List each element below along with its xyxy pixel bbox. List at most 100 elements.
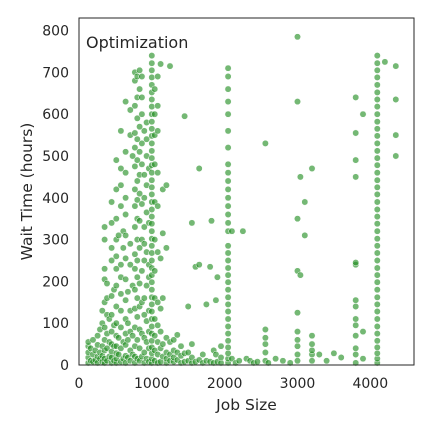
scatter-point xyxy=(136,190,144,198)
scatter-point xyxy=(117,323,125,331)
scatter-point xyxy=(94,332,102,340)
scatter-point xyxy=(224,337,232,345)
scatter-point xyxy=(224,202,232,210)
scatter-point xyxy=(373,343,381,351)
scatter-point xyxy=(126,106,134,114)
scatter-point xyxy=(224,315,232,323)
scatter-point xyxy=(202,300,210,308)
scatter-point xyxy=(133,313,141,321)
scatter-point xyxy=(352,259,360,267)
scatter-point xyxy=(373,242,381,250)
scatter-point xyxy=(373,161,381,169)
scatter-point xyxy=(308,346,316,354)
scatter-point xyxy=(129,332,137,340)
scatter-point xyxy=(224,73,232,80)
scatter-point xyxy=(138,110,146,118)
scatter-point xyxy=(159,229,167,237)
scatter-point xyxy=(108,311,116,319)
scatter-point xyxy=(154,202,162,210)
scatter-point xyxy=(373,154,381,162)
scatter-point xyxy=(131,162,139,170)
scatter-point xyxy=(224,249,232,257)
chart-title: Optimization xyxy=(86,33,188,52)
scatter-point xyxy=(136,217,144,225)
scatter-point xyxy=(133,273,141,281)
scatter-point xyxy=(323,357,331,365)
scatter-point xyxy=(294,336,301,344)
scatter-point xyxy=(301,231,309,239)
x-tick-label: 2000 xyxy=(207,376,243,392)
scatter-point xyxy=(352,359,360,367)
scatter-point xyxy=(103,280,111,287)
scatter-point xyxy=(108,244,116,252)
scatter-point xyxy=(294,328,301,336)
scatter-point xyxy=(140,127,148,135)
scatter-point xyxy=(261,139,269,147)
scatter-point xyxy=(373,132,381,140)
scatter-point xyxy=(101,265,109,273)
scatter-point xyxy=(173,331,181,339)
scatter-point xyxy=(112,265,120,273)
scatter-point xyxy=(122,275,130,283)
scatter-point xyxy=(359,355,367,363)
scatter-point xyxy=(296,271,304,279)
scatter-point xyxy=(133,177,141,185)
scatter-point xyxy=(373,52,381,60)
scatter-point xyxy=(122,169,130,177)
scatter-point xyxy=(115,231,123,239)
scatter-point xyxy=(294,98,301,106)
scatter-point xyxy=(224,177,232,185)
scatter-point xyxy=(352,321,360,329)
scatter-point xyxy=(381,58,389,66)
scatter-point xyxy=(294,309,301,317)
x-axis-ticks: 0 1000 2000 3000 4000 xyxy=(75,376,389,392)
scatter-point xyxy=(279,357,287,365)
scatter-point xyxy=(373,300,381,308)
scatter-point xyxy=(89,336,97,344)
scatter-point xyxy=(228,227,236,235)
scatter-point xyxy=(140,257,148,264)
scatter-point xyxy=(122,211,130,218)
scatter-point xyxy=(294,215,301,223)
scatter-point xyxy=(138,200,146,208)
scatter-point xyxy=(140,349,148,356)
scatter-point xyxy=(261,340,269,348)
scatter-point xyxy=(373,323,381,330)
y-tick-label: 500 xyxy=(42,149,69,165)
scatter-point xyxy=(154,127,162,135)
scatter-point xyxy=(112,319,120,327)
y-tick-label: 100 xyxy=(42,316,69,332)
scatter-point xyxy=(224,85,232,93)
scatter-point xyxy=(148,278,156,286)
scatter-point xyxy=(224,286,232,294)
scatter-point xyxy=(224,127,232,135)
scatter-point xyxy=(224,257,232,264)
scatter-point xyxy=(373,81,381,89)
scatter-point xyxy=(239,227,247,235)
scatter-point xyxy=(148,66,156,74)
scatter-point xyxy=(224,194,232,202)
scatter-point xyxy=(108,292,116,300)
scatter-point xyxy=(373,315,381,323)
x-tick-label: 1000 xyxy=(134,376,170,392)
scatter-point xyxy=(212,351,220,358)
scatter-point xyxy=(117,307,125,315)
scatter-point xyxy=(296,173,304,181)
scatter-point xyxy=(224,64,232,72)
scatter-point xyxy=(224,330,232,338)
scatter-point xyxy=(148,176,156,184)
x-axis-label: Job Size xyxy=(215,396,277,414)
scatter-point xyxy=(308,332,316,340)
scatter-point xyxy=(115,334,123,342)
scatter-point xyxy=(136,244,144,252)
scatter-point xyxy=(148,73,156,81)
scatter-point xyxy=(166,62,174,70)
scatter-point xyxy=(133,156,141,164)
scatter-point xyxy=(148,59,156,67)
scatter-point xyxy=(126,261,134,269)
scatter-point xyxy=(136,148,144,156)
scatter-point xyxy=(148,125,156,133)
y-tick-label: 800 xyxy=(42,24,69,40)
scatter-point xyxy=(330,349,338,357)
